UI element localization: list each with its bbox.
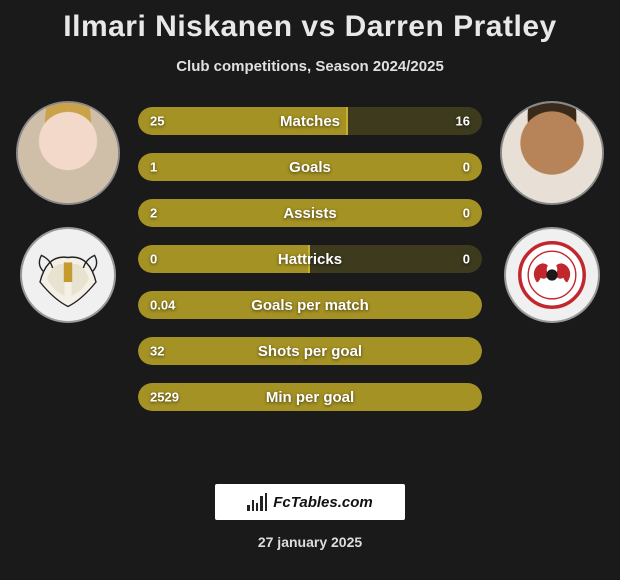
subtitle: Club competitions, Season 2024/2025 (176, 58, 444, 75)
stat-bars: 2516Matches 10Goals 20Assists 00Hattricks 0.… (138, 107, 482, 411)
stat-row: 2516Matches (138, 107, 482, 135)
page-title: Ilmari Niskanen vs Darren Pratley (63, 10, 556, 44)
crest-right-icon (517, 240, 587, 310)
stat-row: 20Assists (138, 199, 482, 227)
stat-row: 2529Min per goal (138, 383, 482, 411)
comparison-card: Ilmari Niskanen vs Darren Pratley Club c… (0, 0, 620, 580)
stat-label: Matches (138, 113, 482, 130)
stat-row: 10Goals (138, 153, 482, 181)
stat-row: 32Shots per goal (138, 337, 482, 365)
brand-bars-icon (247, 493, 267, 511)
crest-left-icon (33, 240, 103, 310)
date-label: 27 january 2025 (258, 534, 362, 550)
brand-text: FcTables.com (273, 494, 372, 511)
stat-label: Shots per goal (138, 343, 482, 360)
brand-badge: FcTables.com (215, 484, 405, 520)
stat-label: Assists (138, 205, 482, 222)
player-left-column (8, 101, 128, 323)
player-right-avatar (500, 101, 604, 205)
compare-area: 2516Matches 10Goals 20Assists 00Hattricks 0.… (0, 101, 620, 484)
player-right-column (492, 101, 612, 323)
stat-label: Goals per match (138, 297, 482, 314)
club-left-crest (20, 227, 116, 323)
stat-label: Hattricks (138, 251, 482, 268)
player-left-avatar (16, 101, 120, 205)
stat-row: 00Hattricks (138, 245, 482, 273)
stat-label: Min per goal (138, 389, 482, 406)
club-right-crest (504, 227, 600, 323)
stat-label: Goals (138, 159, 482, 176)
stat-row: 0.04Goals per match (138, 291, 482, 319)
